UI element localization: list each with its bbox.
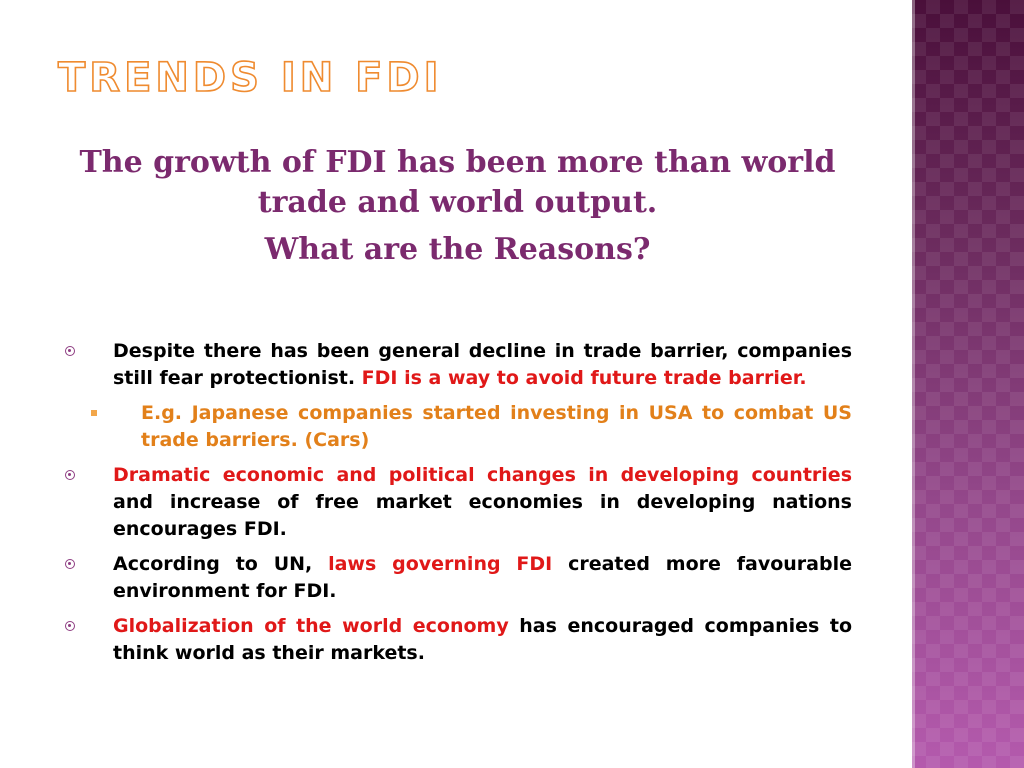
- bullet-3-text: According to UN,: [113, 553, 329, 575]
- bullet-2-highlight: Dramatic economic and political changes …: [113, 464, 852, 486]
- bullet-4-text: has encouraged companies to think world …: [113, 615, 852, 664]
- bullet-item-2: Dramatic economic and political changes …: [60, 462, 852, 543]
- subtitle-block: The growth of FDI has been more than wor…: [60, 143, 855, 270]
- circle-bullet-icon: [65, 346, 75, 356]
- side-panel-edge: [912, 0, 915, 768]
- bullet-item-3: According to UN, laws governing FDI crea…: [60, 551, 852, 605]
- circle-bullet-icon: [65, 470, 75, 480]
- sub-bullet-item: E.g. Japanese companies started investin…: [60, 400, 852, 454]
- bullet-4-highlight: Globalization of the world economy: [113, 615, 509, 637]
- bullet-item-1: Despite there has been general decline i…: [60, 338, 852, 392]
- bullet-1-highlight: FDI is a way to avoid future trade barri…: [361, 367, 807, 389]
- bullet-1-text: Despite there has been general decline i…: [113, 340, 852, 389]
- bullet-item-4: Globalization of the world economy has e…: [60, 613, 852, 667]
- bullet-3-highlight: laws governing FDI: [328, 553, 553, 575]
- bullet-2-text: and increase of free market economies in…: [113, 491, 852, 540]
- bullet-3-text-end: created more favourable environment for …: [113, 553, 852, 602]
- decorative-side-panel: [912, 0, 1024, 768]
- subtitle-line-1: The growth of FDI has been more than wor…: [79, 145, 836, 220]
- bullet-list: Despite there has been general decline i…: [60, 338, 852, 667]
- circle-bullet-icon: [65, 621, 75, 631]
- circle-bullet-icon: [65, 559, 75, 569]
- square-bullet-icon: [91, 410, 97, 416]
- sub-bullet-text: E.g. Japanese companies started investin…: [141, 402, 852, 451]
- subtitle-line-2: What are the Reasons?: [264, 232, 651, 267]
- slide-title: TRENDS IN FDI: [57, 54, 443, 102]
